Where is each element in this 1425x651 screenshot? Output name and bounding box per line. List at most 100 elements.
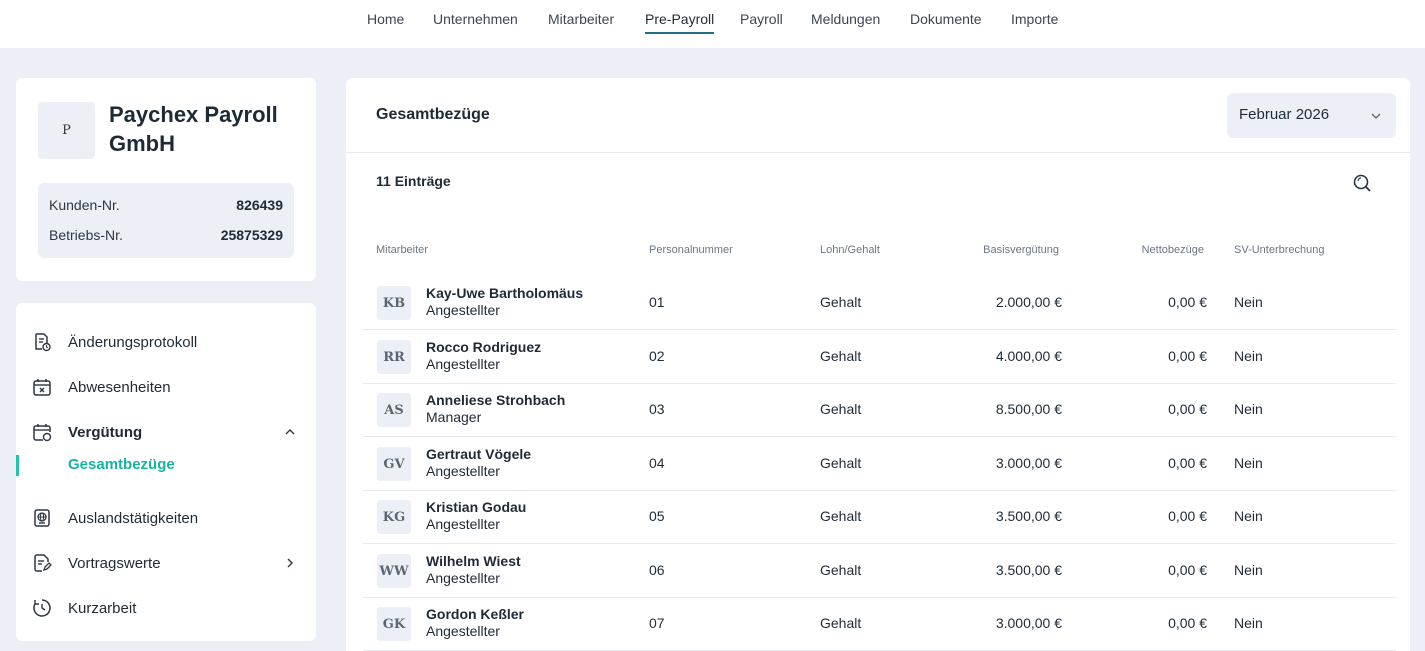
sv-break: Nein bbox=[1234, 348, 1263, 364]
column-header-employee[interactable]: Mitarbeiter bbox=[376, 244, 428, 256]
table-row[interactable]: RR Rocco Rodriguez Angestellter 02 Gehal… bbox=[363, 330, 1396, 384]
company-card: P Paychex Payroll GmbH Kunden-Nr. 826439… bbox=[16, 78, 316, 281]
sv-break: Nein bbox=[1234, 455, 1263, 471]
net-pay: 0,00 € bbox=[1168, 455, 1207, 471]
employee-name[interactable]: Rocco Rodriguez bbox=[426, 339, 542, 355]
sv-break: Nein bbox=[1234, 615, 1263, 631]
net-pay: 0,00 € bbox=[1168, 562, 1207, 578]
table-row[interactable]: KB Kay-Uwe Bartholomäus Angestellter 01 … bbox=[363, 276, 1396, 330]
table-row[interactable]: GV Gertraut Vögele Angestellter 04 Gehal… bbox=[363, 437, 1396, 491]
nav-unternehmen[interactable]: Unternehmen bbox=[433, 11, 518, 27]
row-divider bbox=[363, 490, 1396, 491]
sidebar-subitem-label: Gesamtbezüge bbox=[68, 456, 175, 473]
employee-role: Angestellter bbox=[426, 463, 500, 479]
base-pay: 2.000,00 € bbox=[995, 294, 1062, 310]
nav-dokumente[interactable]: Dokumente bbox=[910, 11, 982, 27]
sidebar-item-label: Vergütung bbox=[68, 423, 143, 441]
wage-type: Gehalt bbox=[820, 455, 862, 471]
personnel-number: 03 bbox=[649, 401, 665, 417]
avatar: KG bbox=[377, 500, 411, 534]
chevron-up-icon[interactable] bbox=[284, 426, 296, 438]
employee-role: Angestellter bbox=[426, 570, 500, 586]
sidebar-item-abwesenheiten[interactable]: Abwesenheiten bbox=[16, 369, 316, 405]
customer-number-label: Kunden-Nr. bbox=[49, 197, 120, 213]
company-logo: P bbox=[38, 102, 95, 159]
employee-name[interactable]: Wilhelm Wiest bbox=[426, 553, 521, 569]
row-divider bbox=[363, 436, 1396, 437]
personnel-number: 05 bbox=[649, 508, 665, 524]
nav-home[interactable]: Home bbox=[367, 11, 405, 27]
avatar: WW bbox=[377, 554, 411, 588]
entries-count: 11 Einträge bbox=[376, 173, 451, 189]
sidebar-item-label: Auslandstätigkeiten bbox=[68, 509, 199, 527]
net-pay: 0,00 € bbox=[1168, 615, 1207, 631]
base-pay: 3.500,00 € bbox=[995, 508, 1062, 524]
row-divider bbox=[363, 543, 1396, 544]
employee-role: Manager bbox=[426, 409, 482, 425]
net-pay: 0,00 € bbox=[1168, 348, 1207, 364]
sidebar-item-verguetung[interactable]: Vergütung bbox=[16, 414, 316, 450]
column-header-base-pay[interactable]: Basisvergütung bbox=[983, 244, 1059, 256]
sv-break: Nein bbox=[1234, 508, 1263, 524]
active-indicator bbox=[16, 455, 19, 476]
base-pay: 4.000,00 € bbox=[995, 348, 1062, 364]
company-ids-box: Kunden-Nr. 826439 Betriebs-Nr. 25875329 bbox=[38, 183, 294, 258]
personnel-number: 02 bbox=[649, 348, 665, 364]
wage-type: Gehalt bbox=[820, 401, 862, 417]
chevron-right-icon[interactable] bbox=[284, 557, 296, 569]
nav-pre-payroll[interactable]: Pre-Payroll bbox=[645, 11, 715, 34]
business-number-label: Betriebs-Nr. bbox=[49, 227, 123, 243]
sidebar-item-label: Vortragswerte bbox=[68, 554, 161, 572]
employee-role: Angestellter bbox=[426, 356, 500, 372]
net-pay: 0,00 € bbox=[1168, 294, 1207, 310]
business-number-value: 25875329 bbox=[220, 227, 283, 243]
employee-name[interactable]: Gordon Keßler bbox=[426, 606, 525, 622]
month-select[interactable]: Februar 2026 bbox=[1227, 93, 1396, 138]
sidebar-item-kurzarbeit[interactable]: Kurzarbeit bbox=[16, 590, 316, 626]
chevron-down-icon bbox=[1371, 113, 1381, 119]
column-header-sv-break[interactable]: SV-Unterbrechung bbox=[1234, 244, 1325, 256]
personnel-number: 01 bbox=[649, 294, 665, 310]
sidebar-item-label: Kurzarbeit bbox=[68, 599, 137, 617]
sidebar-subitem-gesamtbezuege[interactable]: Gesamtbezüge bbox=[16, 453, 316, 477]
sidebar-menu: Änderungsprotokoll Abwesenheiten Vergütu… bbox=[16, 303, 316, 641]
employee-name[interactable]: Kay-Uwe Bartholomäus bbox=[426, 285, 584, 301]
main-panel: Gesamtbezüge Februar 2026 11 Einträge Mi… bbox=[346, 78, 1410, 651]
document-edit-icon bbox=[34, 554, 52, 572]
nav-mitarbeiter[interactable]: Mitarbeiter bbox=[548, 11, 615, 27]
header-divider bbox=[346, 152, 1410, 153]
nav-meldungen[interactable]: Meldungen bbox=[811, 11, 881, 27]
avatar: KB bbox=[377, 286, 411, 320]
wage-type: Gehalt bbox=[820, 508, 862, 524]
base-pay: 3.500,00 € bbox=[995, 562, 1062, 578]
row-divider bbox=[363, 383, 1396, 384]
sv-break: Nein bbox=[1234, 401, 1263, 417]
column-header-personnel-number[interactable]: Personalnummer bbox=[649, 244, 733, 256]
personnel-number: 06 bbox=[649, 562, 665, 578]
table-row[interactable]: AS Anneliese Strohbach Manager 03 Gehalt… bbox=[363, 383, 1396, 437]
sidebar-item-label: Änderungsprotokoll bbox=[68, 333, 198, 351]
nav-payroll[interactable]: Payroll bbox=[740, 11, 783, 27]
row-divider bbox=[363, 329, 1396, 330]
sidebar-item-aenderungsprotokoll[interactable]: Änderungsprotokoll bbox=[16, 324, 316, 360]
customer-number-value: 826439 bbox=[236, 197, 283, 213]
column-header-net-pay[interactable]: Nettobezüge bbox=[1141, 244, 1204, 256]
customer-number-row: Kunden-Nr. 826439 bbox=[49, 197, 283, 213]
sidebar-item-vortragswerte[interactable]: Vortragswerte bbox=[16, 545, 316, 581]
avatar: GK bbox=[377, 607, 411, 641]
sidebar-item-auslandstaetigkeiten[interactable]: Auslandstätigkeiten bbox=[16, 500, 316, 536]
column-header-wage-type[interactable]: Lohn/Gehalt bbox=[820, 244, 880, 256]
table-row[interactable]: WW Wilhelm Wiest Angestellter 06 Gehalt … bbox=[363, 544, 1396, 598]
employee-name[interactable]: Gertraut Vögele bbox=[426, 446, 532, 462]
search-icon[interactable] bbox=[1351, 172, 1373, 194]
table-row[interactable]: GK Gordon Keßler Angestellter 07 Gehalt … bbox=[363, 597, 1396, 651]
document-clock-icon bbox=[35, 333, 51, 352]
table-row[interactable]: KG Kristian Godau Angestellter 05 Gehalt… bbox=[363, 490, 1396, 544]
top-navigation: Home Unternehmen Mitarbeiter Pre-Payroll… bbox=[0, 0, 1425, 48]
employee-name[interactable]: Kristian Godau bbox=[426, 499, 527, 515]
employee-name[interactable]: Anneliese Strohbach bbox=[426, 392, 566, 408]
base-pay: 8.500,00 € bbox=[995, 401, 1062, 417]
company-name: Paychex Payroll GmbH bbox=[109, 102, 278, 156]
personnel-number: 04 bbox=[649, 455, 665, 471]
nav-importe[interactable]: Importe bbox=[1011, 11, 1059, 27]
